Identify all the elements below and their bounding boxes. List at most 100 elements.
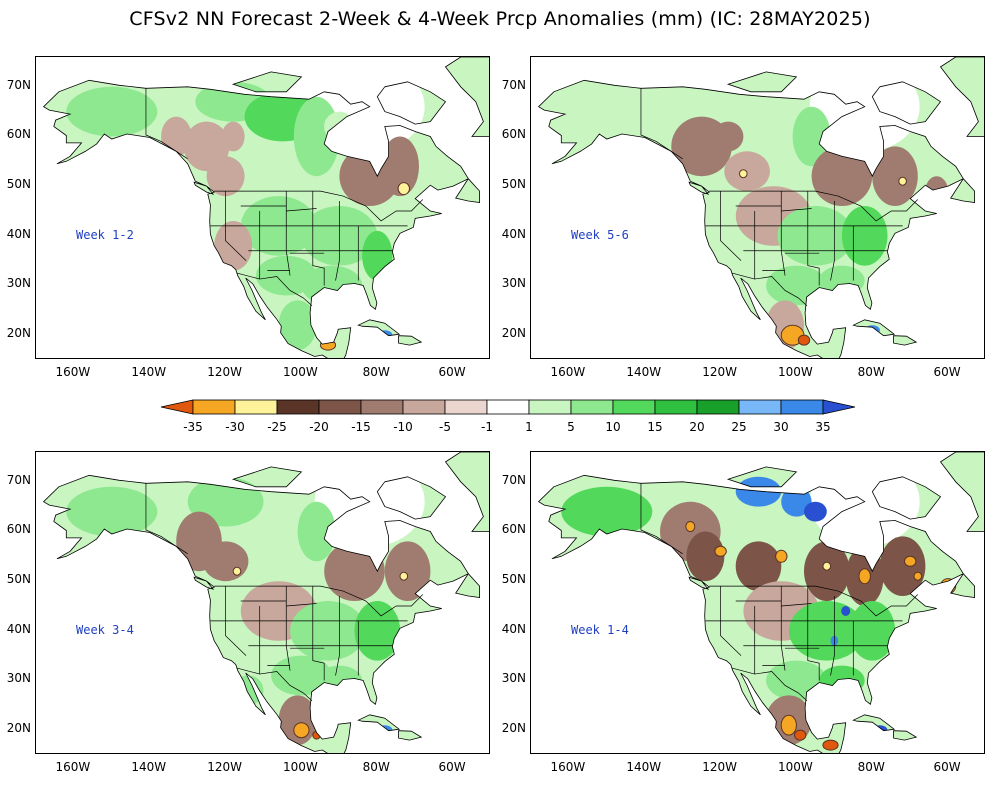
longitude-tick-label: 60W	[933, 365, 961, 379]
anomaly-blob	[399, 571, 409, 581]
colorbar: -35 -30 -25 -20 -15 -10 -5 -1 1 5 10 15 20 25 30 35	[148, 398, 868, 438]
colorbar-segment	[318, 399, 362, 415]
anomaly-blob	[766, 660, 827, 701]
anomaly-blob	[301, 265, 363, 306]
colorbar-tick-label: -15	[351, 420, 371, 434]
anomaly-blob	[811, 146, 873, 206]
anomaly-blob	[904, 555, 917, 567]
colorbar-tick-label: -1	[481, 420, 493, 434]
colorbar-tick-label: -10	[393, 420, 413, 434]
latitude-tick-label: 40N	[501, 226, 526, 241]
colorbar-tick-label: -30	[225, 420, 245, 434]
anomaly-blob	[822, 739, 839, 751]
anomaly-blob	[804, 501, 827, 522]
colorbar-scale	[160, 399, 856, 415]
latitude-tick-label: 30N	[501, 671, 526, 686]
anomaly-blob	[685, 521, 696, 532]
anomaly-blob	[214, 221, 253, 271]
longitude-tick-label: 160W	[550, 365, 586, 379]
anomaly-blob	[256, 255, 317, 296]
anomaly-blob	[319, 339, 337, 351]
anomaly-blob	[858, 568, 871, 585]
colorbar-tick-label: -25	[267, 420, 287, 434]
longitude-tick-label: 160W	[55, 365, 91, 379]
anomaly-blob	[735, 541, 782, 591]
coastline	[537, 57, 984, 358]
map-panel: Week 5-6	[530, 56, 985, 359]
anomaly-blob	[232, 566, 242, 576]
longitude-tick-label: 120W	[702, 365, 737, 379]
colorbar-tick-label: 1	[525, 420, 533, 434]
anomaly-blob	[202, 541, 249, 582]
anomaly-blob	[66, 486, 158, 537]
longitude-tick-label: 140W	[131, 365, 167, 379]
anomaly-map	[42, 57, 489, 358]
colorbar-segment	[654, 399, 698, 415]
latitude-tick-label: 50N	[6, 177, 31, 192]
anomaly-blob	[797, 334, 811, 346]
latitude-tick-label: 30N	[501, 276, 526, 291]
anomaly-blob	[841, 606, 851, 616]
colorbar-segment	[738, 399, 782, 415]
anomaly-blob	[324, 111, 355, 142]
anomaly-blob	[713, 121, 744, 152]
colorbar-segment	[192, 399, 236, 415]
anomaly-blob	[66, 86, 158, 137]
anomaly-map	[42, 452, 489, 753]
map-panel: Week 1-2	[35, 56, 490, 359]
longitude-tick-label: 80W	[362, 760, 390, 774]
anomaly-blob	[766, 265, 827, 306]
panel-period-label: Week 1-4	[571, 622, 629, 637]
map-panel: Week 3-4	[35, 451, 490, 754]
anomaly-blob	[316, 665, 363, 696]
latitude-tick-label: 60N	[501, 127, 526, 142]
colorbar-segment	[160, 399, 194, 415]
anomaly-blob	[792, 106, 831, 167]
anomaly-blob	[898, 176, 907, 186]
longitude-tick-label: 60W	[933, 760, 961, 774]
anomaly-blob	[872, 146, 918, 206]
coastline	[42, 57, 489, 358]
colorbar-tick-label: 20	[689, 420, 705, 434]
anomaly-map	[537, 57, 984, 358]
longitude-tick-label: 120W	[207, 760, 242, 774]
longitude-tick-label: 80W	[857, 365, 885, 379]
panel-period-label: Week 1-2	[76, 227, 134, 242]
longitude-tick-label: 160W	[55, 760, 91, 774]
political-borders	[640, 88, 918, 307]
anomaly-blob	[819, 265, 865, 296]
latitude-tick-label: 20N	[501, 326, 526, 341]
colorbar-segment	[444, 399, 488, 415]
anomaly-blob	[841, 206, 888, 266]
anomaly-blob	[739, 169, 748, 179]
map-panel: Week 1-4	[530, 451, 985, 754]
latitude-tick-label: 70N	[6, 472, 31, 487]
colorbar-segment	[780, 399, 824, 415]
latitude-tick-label: 20N	[6, 326, 31, 341]
latitude-tick-label: 60N	[6, 127, 31, 142]
anomaly-blob	[293, 96, 340, 177]
coastline	[42, 452, 489, 753]
anomaly-blob	[775, 549, 788, 563]
anomaly-blob	[381, 136, 419, 197]
political-borders	[640, 483, 918, 702]
colorbar-tick-label: 35	[815, 420, 831, 434]
latitude-tick-label: 30N	[6, 671, 31, 686]
colorbar-tick-label: 5	[567, 420, 575, 434]
colorbar-tick-label: 25	[731, 420, 747, 434]
anomaly-blob	[297, 501, 336, 562]
latitude-tick-label: 30N	[6, 276, 31, 291]
colorbar-segment	[822, 399, 856, 415]
colorbar-tick-label: -5	[439, 420, 451, 434]
longitude-tick-label: 120W	[702, 760, 737, 774]
latitude-tick-label: 60N	[501, 522, 526, 537]
longitude-tick-label: 80W	[362, 365, 390, 379]
anomaly-blob	[206, 156, 245, 197]
panel-period-label: Week 5-6	[571, 227, 629, 242]
colorbar-segment	[402, 399, 446, 415]
latitude-tick-label: 40N	[6, 226, 31, 241]
anomaly-blob	[724, 151, 770, 192]
anomaly-blob	[561, 91, 653, 142]
latitude-tick-label: 70N	[6, 77, 31, 92]
anomaly-blob	[278, 300, 317, 350]
